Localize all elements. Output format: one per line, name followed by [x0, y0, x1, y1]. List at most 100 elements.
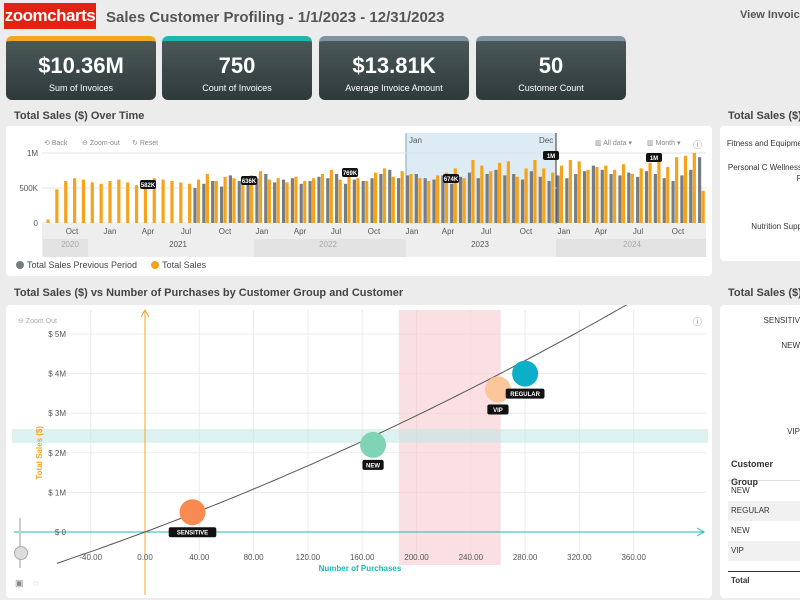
- bubble-sensitive[interactable]: [179, 499, 206, 526]
- bar-previous[interactable]: [582, 171, 587, 223]
- bar-previous[interactable]: [308, 181, 312, 223]
- back-button[interactable]: ⟲ Back: [44, 140, 68, 147]
- table-header[interactable]: Customer Group: [728, 455, 800, 487]
- bar-current[interactable]: [506, 161, 510, 223]
- bar-current[interactable]: [692, 153, 696, 223]
- bar-current[interactable]: [604, 165, 608, 223]
- table-row[interactable]: NEW: [728, 481, 800, 501]
- bar-previous[interactable]: [467, 172, 472, 223]
- zoom-slider[interactable]: [14, 518, 28, 568]
- bar-current[interactable]: [232, 178, 236, 223]
- bar-current[interactable]: [701, 190, 705, 223]
- bar-previous[interactable]: [680, 175, 684, 223]
- bar-current[interactable]: [312, 178, 316, 223]
- bar-current[interactable]: [515, 176, 519, 223]
- bar-current[interactable]: [462, 178, 466, 223]
- bar-previous[interactable]: [326, 178, 330, 223]
- bar-previous[interactable]: [388, 169, 392, 223]
- bar-current[interactable]: [267, 179, 271, 223]
- right-bottom-item[interactable]: NEW: [781, 341, 800, 350]
- bar-current[interactable]: [250, 175, 254, 223]
- bar-previous[interactable]: [379, 174, 383, 223]
- bar-current[interactable]: [276, 178, 280, 223]
- bar-previous[interactable]: [423, 178, 427, 223]
- bar-current[interactable]: [391, 176, 395, 223]
- bar-current[interactable]: [152, 178, 156, 223]
- image-export-icon[interactable]: ▣: [15, 578, 24, 588]
- lasso-icon[interactable]: ◌: [33, 578, 39, 588]
- bar-previous[interactable]: [591, 165, 595, 223]
- bar-current[interactable]: [241, 181, 245, 223]
- bar-current[interactable]: [329, 169, 333, 223]
- table-row[interactable]: NEW: [728, 521, 800, 541]
- bar-current[interactable]: [294, 176, 298, 223]
- bar-previous[interactable]: [476, 178, 480, 223]
- y-highlight-band[interactable]: [12, 429, 708, 443]
- right-top-item[interactable]: Fitness and Equipme: [726, 139, 800, 148]
- bar-current[interactable]: [374, 172, 378, 223]
- bar-current[interactable]: [205, 174, 209, 223]
- bar-current[interactable]: [657, 160, 661, 223]
- bubble-vip[interactable]: [484, 376, 511, 403]
- bar-previous[interactable]: [335, 174, 339, 223]
- bar-previous[interactable]: [644, 171, 649, 223]
- view-invoices-link[interactable]: View Invoice: [740, 9, 800, 21]
- bar-current[interactable]: [365, 181, 369, 223]
- bar-current[interactable]: [524, 168, 528, 223]
- bar-current[interactable]: [55, 189, 59, 223]
- bubble-new[interactable]: [360, 431, 387, 458]
- bar-previous[interactable]: [273, 182, 277, 223]
- bar-current[interactable]: [46, 219, 50, 224]
- bar-current[interactable]: [480, 165, 484, 223]
- bar-current[interactable]: [471, 160, 475, 223]
- bar-previous[interactable]: [193, 188, 197, 223]
- bar-current[interactable]: [179, 182, 183, 223]
- bar-previous[interactable]: [450, 183, 454, 223]
- bar-previous[interactable]: [228, 175, 232, 223]
- bar-previous[interactable]: [689, 169, 693, 223]
- bar-previous[interactable]: [609, 174, 613, 223]
- bar-current[interactable]: [347, 175, 351, 223]
- bar-previous[interactable]: [441, 175, 445, 223]
- bar-current[interactable]: [356, 178, 360, 223]
- bar-previous[interactable]: [414, 174, 418, 223]
- bar-previous[interactable]: [202, 183, 206, 223]
- bar-previous[interactable]: [370, 178, 374, 223]
- bar-previous[interactable]: [600, 169, 604, 223]
- bar-previous[interactable]: [565, 178, 569, 223]
- bar-current[interactable]: [577, 161, 581, 223]
- bar-current[interactable]: [161, 179, 165, 223]
- bar-current[interactable]: [400, 171, 404, 223]
- bar-previous[interactable]: [485, 174, 489, 223]
- bar-previous[interactable]: [494, 169, 498, 223]
- right-top-item[interactable]: Personal C Wellness P: [727, 163, 800, 183]
- bar-current[interactable]: [90, 182, 94, 223]
- bar-current[interactable]: [551, 172, 555, 223]
- bar-current[interactable]: [196, 179, 201, 223]
- bar-current[interactable]: [258, 171, 263, 223]
- bar-previous[interactable]: [237, 181, 241, 223]
- bar-previous[interactable]: [529, 171, 534, 223]
- legend-item-current[interactable]: Total Sales: [151, 260, 206, 270]
- bar-previous[interactable]: [671, 181, 675, 223]
- bar-current[interactable]: [223, 176, 227, 223]
- bar-current[interactable]: [99, 183, 103, 223]
- bar-current[interactable]: [613, 169, 617, 223]
- bar-previous[interactable]: [512, 174, 516, 223]
- right-bottom-item[interactable]: SENSITIV: [763, 316, 800, 325]
- bar-current[interactable]: [559, 165, 564, 223]
- bar-previous[interactable]: [397, 178, 401, 223]
- scatter-help-icon[interactable]: ⓘ: [693, 317, 703, 327]
- bar-previous[interactable]: [547, 181, 551, 223]
- bar-current[interactable]: [595, 167, 599, 223]
- bar-previous[interactable]: [636, 176, 640, 223]
- bar-previous[interactable]: [317, 176, 321, 223]
- bar-previous[interactable]: [653, 174, 657, 223]
- bar-previous[interactable]: [281, 179, 286, 223]
- reset-button[interactable]: ↻ Reset: [132, 140, 159, 147]
- help-icon[interactable]: ⓘ: [693, 140, 703, 150]
- bar-previous[interactable]: [246, 183, 250, 223]
- bar-previous[interactable]: [503, 175, 507, 223]
- bar-previous[interactable]: [352, 179, 356, 223]
- bar-previous[interactable]: [458, 176, 463, 223]
